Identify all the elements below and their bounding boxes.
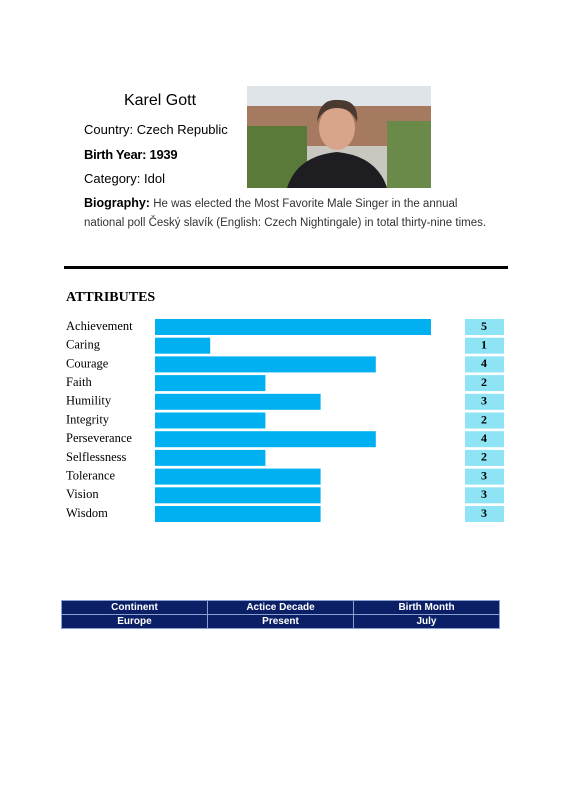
- table-body: Continent Actice Decade Birth Month Europe P…: [61, 600, 500, 629]
- value-label: 2: [481, 375, 487, 389]
- bar: [155, 375, 266, 392]
- biography-text: He was elected the Most Favorite Male Si…: [84, 198, 487, 229]
- bar: [155, 393, 321, 410]
- bar: [155, 356, 376, 373]
- bar: [155, 319, 431, 335]
- table-cell: Europe: [61, 614, 208, 629]
- bar: [155, 449, 266, 466]
- biography: Biography: He was elected the Most Favor…: [84, 194, 494, 233]
- value-label: 2: [481, 412, 487, 426]
- biography-label: Biography:: [84, 196, 150, 210]
- value-label: 1: [481, 337, 487, 351]
- value-box: [465, 487, 504, 504]
- birth-year: Birth Year: 1939: [84, 147, 178, 162]
- category-label: Caring: [66, 338, 101, 352]
- table-cell: July: [353, 614, 500, 629]
- divider: [64, 266, 508, 269]
- category-label: Integrity: [66, 412, 110, 426]
- value-label: 4: [481, 431, 487, 445]
- category-label: Wisdom: [66, 506, 108, 520]
- bar: [155, 337, 211, 354]
- photo: [247, 86, 431, 188]
- bar: [155, 506, 321, 522]
- value-box: [465, 393, 504, 410]
- table-cell: Continent: [61, 600, 208, 615]
- category-label: Achievement: [66, 319, 133, 333]
- value-box: [465, 412, 504, 429]
- field-value: Idol: [144, 171, 165, 186]
- bar: [155, 468, 321, 485]
- person-name: Karel Gott: [123, 92, 197, 109]
- table-cell: Birth Month: [353, 600, 500, 615]
- category-label: Selflessness: [66, 450, 127, 464]
- table-row: Europe Present July: [61, 614, 500, 629]
- category: Category: Idol: [84, 171, 165, 186]
- table-header-row: Continent Actice Decade Birth Month: [61, 600, 500, 615]
- category-label: Vision: [66, 487, 99, 501]
- table-cell: Present: [207, 614, 354, 629]
- field-label: Category:: [84, 171, 141, 186]
- bar: [155, 487, 321, 504]
- value-box: [465, 506, 504, 522]
- chart-title: ATTRIBUTES: [66, 290, 155, 305]
- value-label: 3: [481, 506, 487, 520]
- value-label: 3: [481, 468, 487, 482]
- value-box: [465, 319, 504, 335]
- value-label: 4: [481, 356, 487, 370]
- value-box: [465, 431, 504, 448]
- field-value: Czech Republic: [136, 122, 228, 137]
- category-label: Perseverance: [66, 431, 132, 445]
- value-box: [465, 337, 504, 354]
- bar: [155, 412, 266, 429]
- info-table: Continent Actice Decade Birth Month Europe P…: [61, 600, 500, 629]
- field-label: Country:: [84, 122, 134, 137]
- value-box: [465, 375, 504, 392]
- value-box: [465, 449, 504, 466]
- value-label: 3: [481, 487, 487, 501]
- field-label: Birth Year:: [84, 147, 147, 162]
- table-cell: Actice Decade: [207, 600, 354, 615]
- value-label: 3: [481, 394, 487, 408]
- value-label: 2: [481, 450, 487, 464]
- category-label: Courage: [66, 356, 109, 370]
- field-value: 1939: [149, 147, 178, 162]
- category-label: Tolerance: [66, 468, 116, 482]
- country: Country: Czech Republic: [84, 122, 228, 137]
- value-box: [465, 356, 504, 373]
- bar: [155, 431, 376, 448]
- value-label: 5: [481, 319, 487, 333]
- value-box: [465, 468, 504, 485]
- attributes-chart: ATTRIBUTES Achievement 5 Caring 1 Courage 4 Fa…: [66, 290, 504, 522]
- category-label: Faith: [66, 375, 92, 389]
- category-label: Humility: [66, 394, 112, 408]
